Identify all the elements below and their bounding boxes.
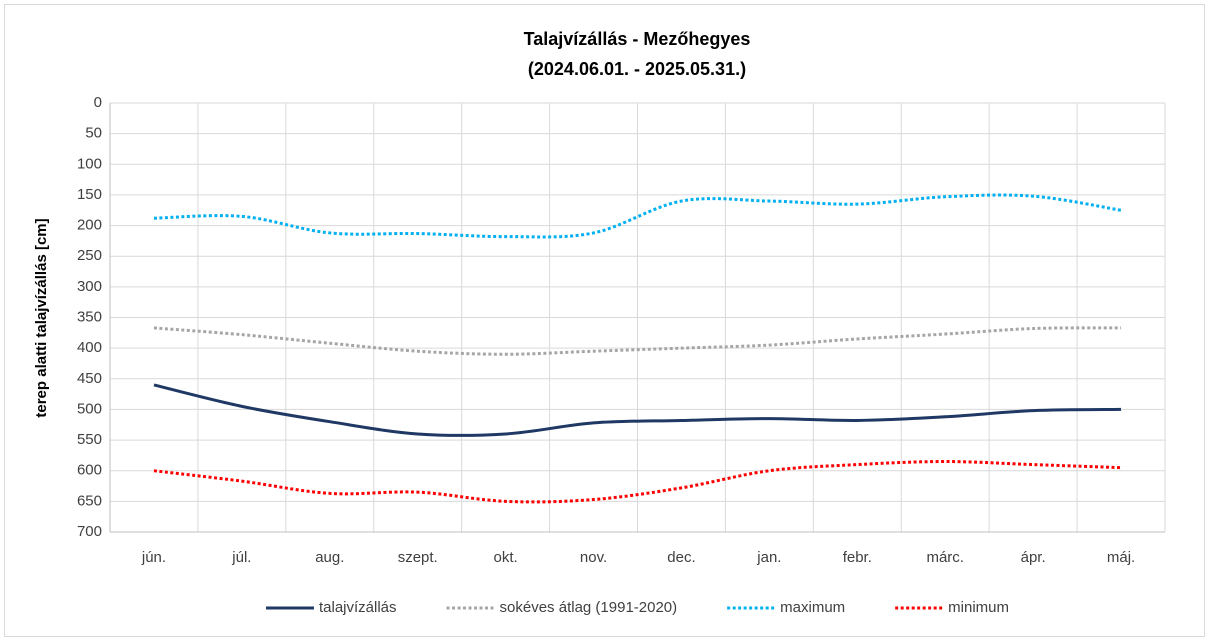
y-tick-label: 200 xyxy=(77,217,102,234)
y-tick-label: 100 xyxy=(77,155,102,172)
chart-border xyxy=(4,4,1205,637)
y-tick-label: 0 xyxy=(94,94,102,111)
x-tick-label: aug. xyxy=(315,549,344,566)
y-tick-label: 700 xyxy=(77,523,102,540)
legend-label: minimum xyxy=(948,599,1009,616)
y-axis-label: terep alatti talajvízállás [cm] xyxy=(33,218,50,417)
legend-label: sokéves átlag (1991-2020) xyxy=(500,599,678,616)
x-tick-label: okt. xyxy=(494,549,518,566)
chart-subtitle: (2024.06.01. - 2025.05.31.) xyxy=(528,59,746,79)
y-tick-label: 250 xyxy=(77,247,102,264)
y-tick-label: 500 xyxy=(77,400,102,417)
y-tick-label: 350 xyxy=(77,308,102,325)
legend-label: maximum xyxy=(780,599,845,616)
line-series xyxy=(153,326,1122,356)
line-series xyxy=(153,383,1122,437)
y-tick-label: 550 xyxy=(77,431,102,448)
y-tick-label: 600 xyxy=(77,462,102,479)
x-tick-label: júl. xyxy=(231,549,251,566)
x-tick-label: ápr. xyxy=(1021,549,1046,566)
y-tick-label: 300 xyxy=(77,278,102,295)
y-tick-label: 650 xyxy=(77,492,102,509)
x-tick-label: máj. xyxy=(1107,549,1135,566)
x-tick-label: dec. xyxy=(667,549,695,566)
x-tick-label: jan. xyxy=(756,549,781,566)
y-tick-label: 150 xyxy=(77,186,102,203)
y-tick-label: 50 xyxy=(85,125,102,142)
x-tick-label: márc. xyxy=(926,549,964,566)
x-tick-label: jún. xyxy=(141,549,166,566)
x-tick-label: nov. xyxy=(580,549,607,566)
legend-label: talajvízállás xyxy=(319,599,397,616)
y-tick-label: 450 xyxy=(77,370,102,387)
y-tick-label: 400 xyxy=(77,339,102,356)
x-tick-label: szept. xyxy=(398,549,438,566)
x-tick-label: febr. xyxy=(843,549,872,566)
chart-title: Talajvízállás - Mezőhegyes xyxy=(524,29,751,49)
line-series xyxy=(153,460,1122,504)
